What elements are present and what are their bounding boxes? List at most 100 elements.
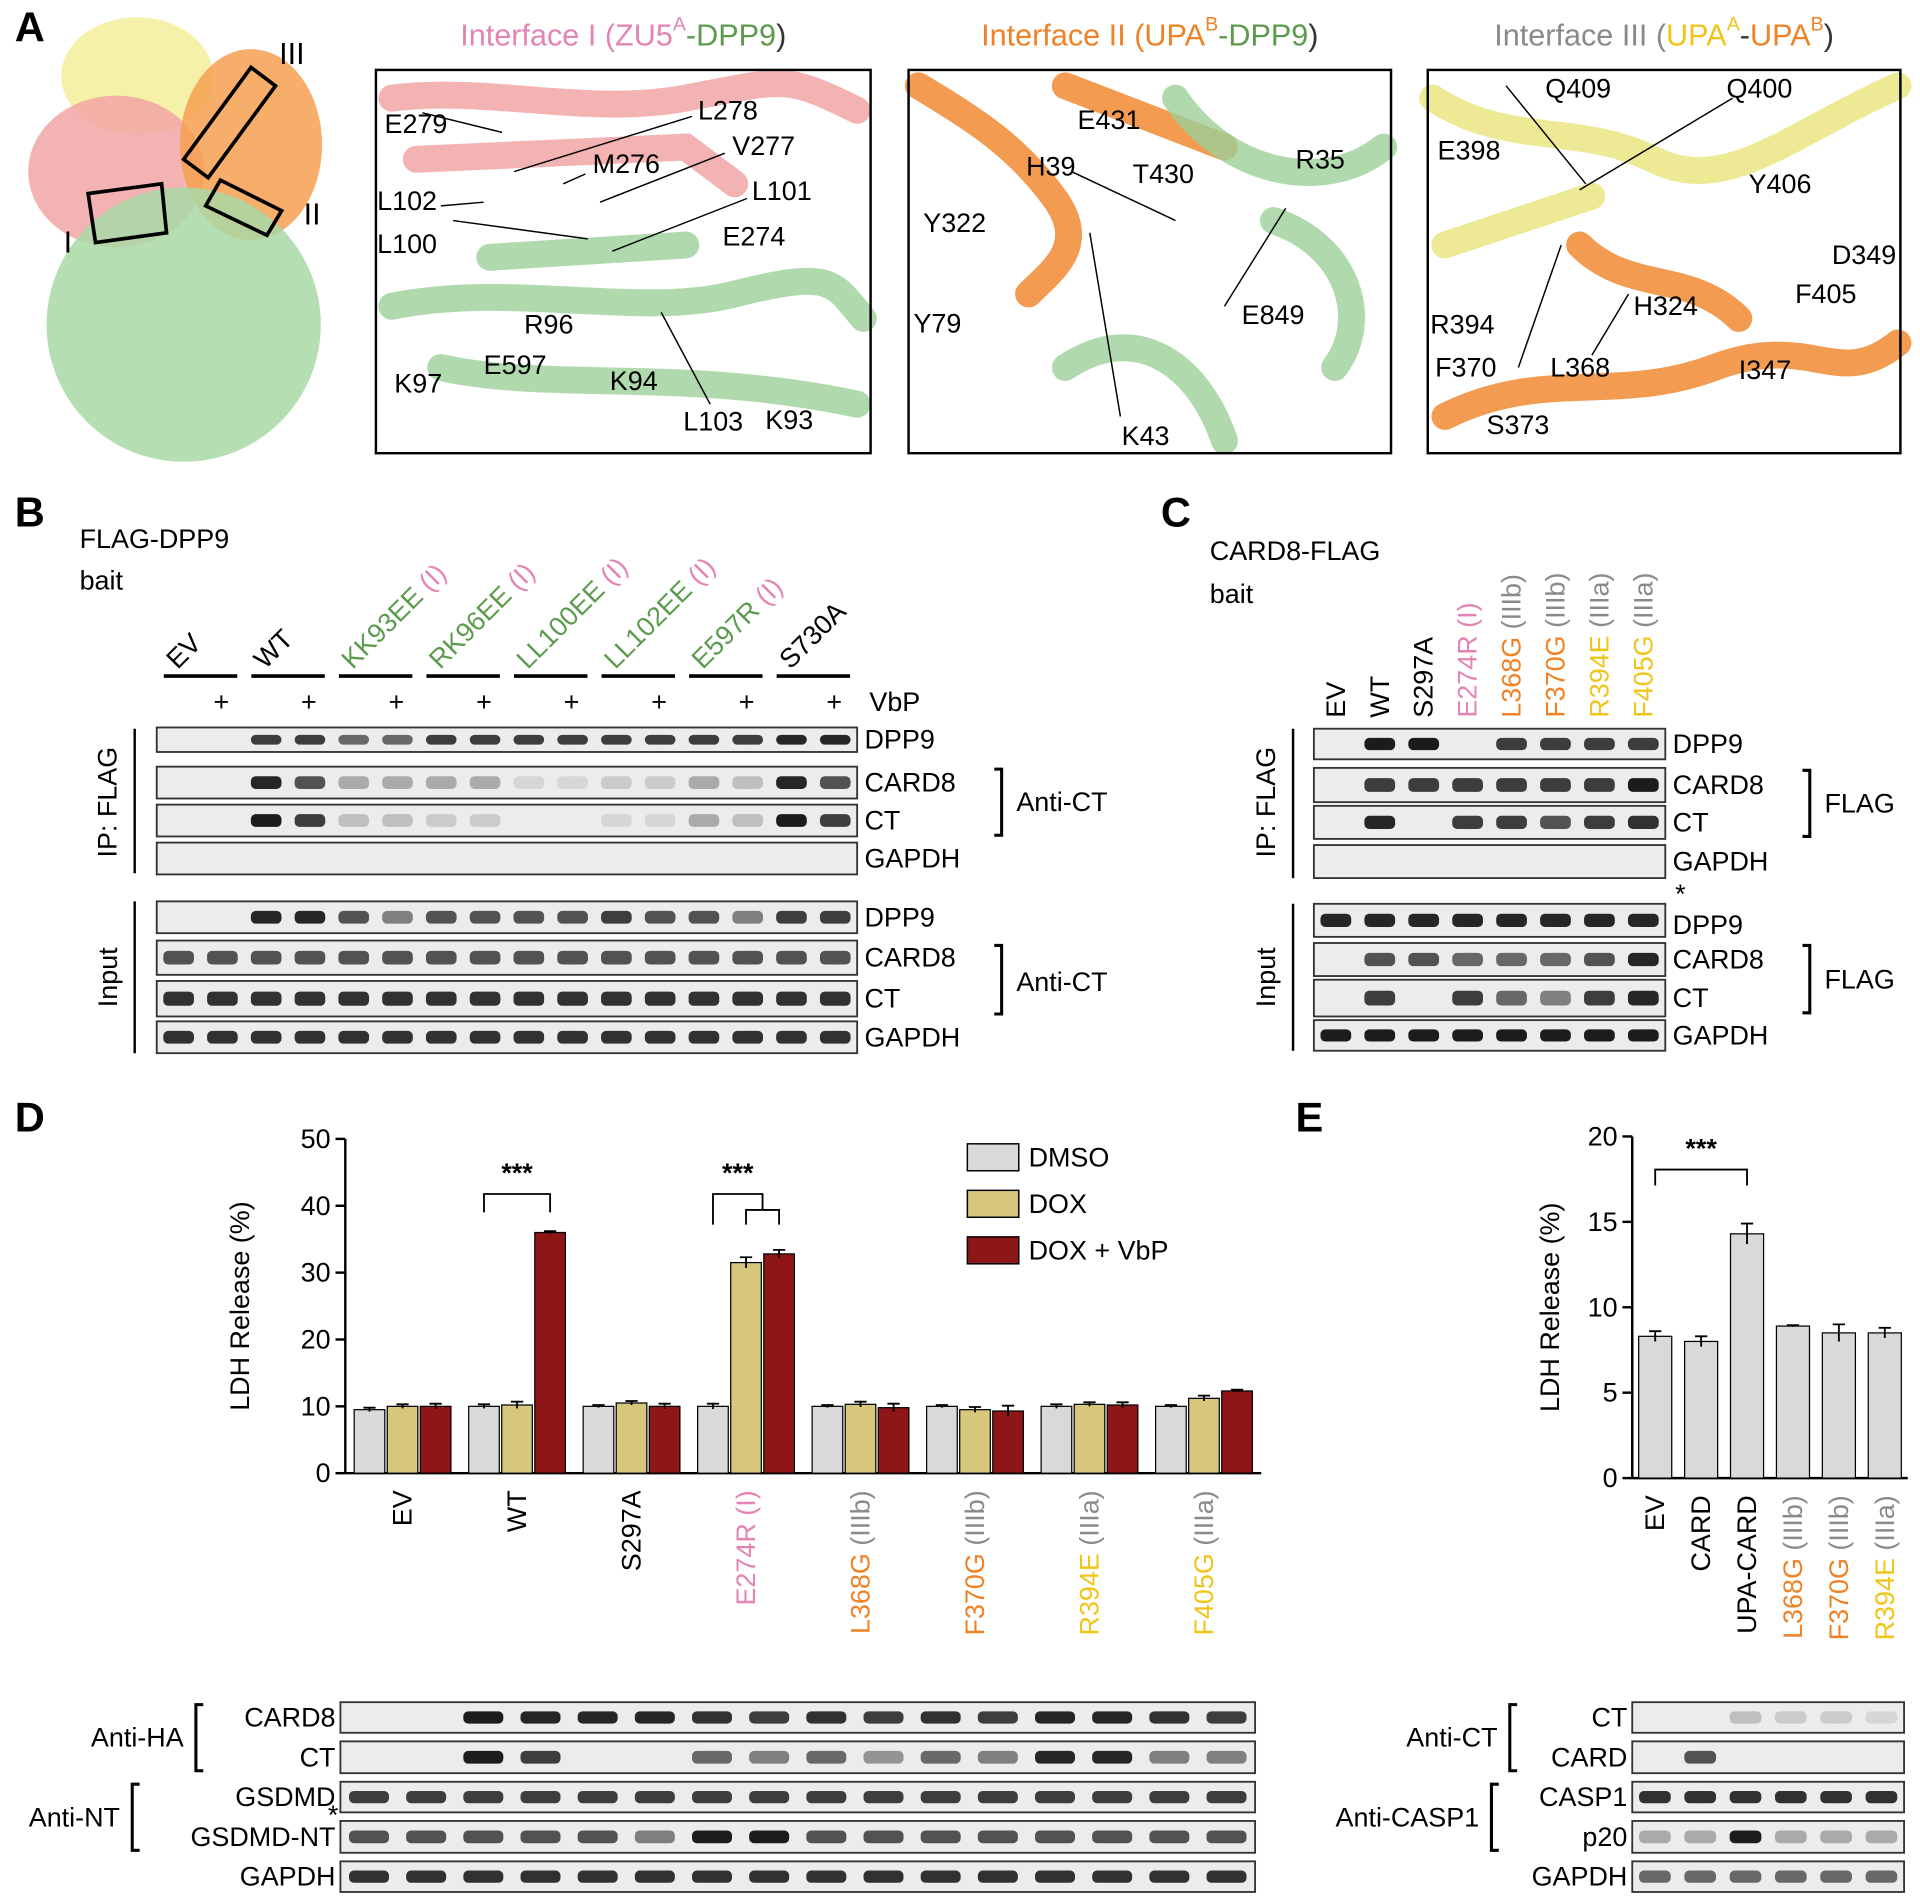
blot-band xyxy=(689,1031,720,1044)
blot-band xyxy=(338,992,369,1006)
blot-band xyxy=(806,1831,846,1844)
treatment-mark: + xyxy=(564,687,580,717)
blot-band xyxy=(1628,738,1659,750)
blot-band xyxy=(1092,1831,1132,1844)
residue-label: Y79 xyxy=(913,308,961,338)
blot-band xyxy=(1364,991,1395,1006)
blot-band xyxy=(295,814,326,827)
residue-label: Y406 xyxy=(1749,169,1812,199)
title-part: UPA xyxy=(1666,19,1727,53)
blot-band xyxy=(1730,1831,1762,1844)
bar xyxy=(1731,1234,1764,1478)
blot-band xyxy=(338,1031,369,1044)
lane-label: EV xyxy=(161,628,208,675)
blot-band xyxy=(692,1871,732,1883)
blot-band xyxy=(1364,738,1395,750)
residue-label: R35 xyxy=(1296,144,1345,174)
blot-band xyxy=(820,1031,851,1044)
section-label: IP: FLAG xyxy=(1251,747,1281,858)
blot-band xyxy=(251,1031,282,1044)
blot-band xyxy=(635,1791,675,1803)
blot-band xyxy=(349,1871,389,1883)
significance: *** xyxy=(1685,1134,1717,1164)
blot-band xyxy=(426,814,457,827)
residue-label: V277 xyxy=(732,131,795,161)
row-label: GSDMD-NT xyxy=(190,1822,335,1852)
blot-band xyxy=(520,1871,560,1883)
residue-label: M276 xyxy=(593,149,660,179)
blot-band xyxy=(820,911,851,924)
panel-label: D xyxy=(15,1093,45,1140)
blot-band xyxy=(1035,1751,1075,1764)
x-tick-label: R394E (IIIa) xyxy=(1074,1490,1104,1635)
blot-band xyxy=(1149,1711,1189,1723)
significance: *** xyxy=(722,1158,754,1188)
blot-band xyxy=(578,1791,618,1803)
blot-band xyxy=(163,992,194,1006)
blot-band xyxy=(1866,1871,1898,1883)
bait-label: bait xyxy=(80,566,124,596)
blot-band xyxy=(820,951,851,965)
bar xyxy=(960,1410,991,1474)
blot-band xyxy=(1584,914,1615,927)
residue-label: K97 xyxy=(394,368,442,398)
blot-band xyxy=(1684,1831,1716,1844)
blot-band xyxy=(1540,953,1571,966)
title-part: ZU5 xyxy=(615,19,673,53)
blot-band xyxy=(1775,1711,1807,1723)
blot-band xyxy=(207,951,238,965)
residue-label: E274 xyxy=(722,221,785,251)
blot-band xyxy=(921,1831,961,1844)
bracket xyxy=(1491,1784,1498,1850)
blot-band xyxy=(1820,1711,1852,1723)
blot-band xyxy=(978,1751,1018,1764)
blot-band xyxy=(1035,1831,1075,1844)
blot-band xyxy=(514,951,545,965)
blot-band xyxy=(732,911,763,924)
bracket xyxy=(1802,945,1809,1012)
bait-label: FLAG-DPP9 xyxy=(80,524,230,554)
blot-band xyxy=(1149,1871,1189,1883)
structure-label: I xyxy=(64,226,73,260)
y-tick-label: 0 xyxy=(316,1458,331,1488)
y-tick-label: 10 xyxy=(301,1391,331,1421)
row-label: CT xyxy=(300,1742,336,1772)
blot-band xyxy=(1628,914,1659,927)
blot-band xyxy=(732,992,763,1006)
y-tick-label: 20 xyxy=(1588,1121,1618,1151)
antibody-label: FLAG xyxy=(1824,788,1894,818)
title-part: UPA xyxy=(1144,19,1205,53)
bar xyxy=(993,1411,1024,1473)
blot-band xyxy=(645,814,676,827)
blot-band xyxy=(426,1031,457,1044)
blot-band xyxy=(732,951,763,965)
y-tick-label: 0 xyxy=(1603,1463,1618,1493)
section-label: Input xyxy=(1251,947,1281,1007)
blot-band xyxy=(1408,738,1439,750)
bar xyxy=(1156,1406,1187,1473)
blot-band xyxy=(514,735,545,745)
view-title: Interface II (UPAB-DPP9) xyxy=(981,14,1318,53)
blot-band xyxy=(1452,1029,1483,1041)
bar xyxy=(878,1408,909,1474)
blot-band xyxy=(1207,1831,1247,1844)
blot-band xyxy=(338,911,369,924)
blot-band xyxy=(978,1831,1018,1844)
structure-label: III xyxy=(279,37,305,71)
blot-band xyxy=(557,1031,588,1044)
blot-band xyxy=(806,1871,846,1883)
residue-label: Y322 xyxy=(923,208,986,238)
blot-band xyxy=(1452,778,1483,792)
blot-band xyxy=(1584,991,1615,1006)
row-label: CT xyxy=(1591,1702,1627,1732)
blot-band xyxy=(251,814,282,827)
blot-band xyxy=(820,776,851,789)
blot-band xyxy=(207,1031,238,1044)
blot-band xyxy=(689,911,720,924)
blot-band xyxy=(635,1711,675,1723)
blot-band xyxy=(1866,1791,1898,1803)
title-part: ) xyxy=(1824,19,1834,53)
title-part: B xyxy=(1205,14,1218,36)
blot-band xyxy=(470,776,501,789)
